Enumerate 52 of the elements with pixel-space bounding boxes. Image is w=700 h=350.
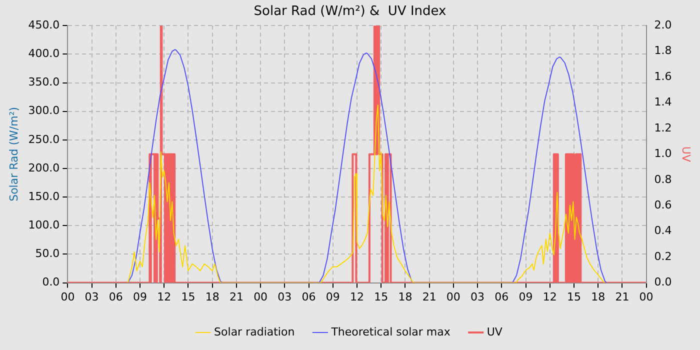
x-tick-label: 00 (639, 290, 654, 304)
x-tick-label: 06 (108, 290, 123, 304)
y2-tick-label: 1.2 (654, 121, 672, 134)
x-tick-label: 21 (422, 290, 436, 304)
x-tick-label: 15 (566, 290, 581, 304)
x-tick-label: 00 (254, 290, 268, 304)
y2-tick-label: 0.2 (654, 250, 672, 263)
legend-label: UV (486, 325, 503, 338)
y-tick-label: 350.0 (28, 76, 60, 89)
y-tick-label: 200.0 (28, 161, 60, 174)
y-tick-label: 250.0 (28, 132, 60, 146)
y-tick-label: 400.0 (28, 47, 60, 60)
y2-tick-label: 2.0 (654, 18, 672, 32)
x-tick-label: 09 (518, 290, 533, 304)
y2-tick-label: 0.8 (654, 172, 672, 186)
x-tick-label: 06 (494, 290, 509, 304)
y-axis-title: Solar Rad (W/m²) (7, 106, 20, 202)
x-tick-label: 18 (398, 290, 412, 304)
x-tick-label: 12 (542, 290, 557, 304)
y-tick-label: 150.0 (28, 190, 60, 203)
y2-tick-label: 0.6 (654, 198, 672, 212)
x-tick-label: 00 (60, 290, 75, 304)
y-tick-label: 100.0 (28, 218, 60, 232)
y2-tick-label: 1.8 (654, 44, 672, 58)
x-tick-label: 21 (229, 290, 244, 304)
x-tick-label: 12 (157, 290, 172, 304)
legend-label: Solar radiation (214, 325, 295, 338)
y2-tick-label: 1.6 (654, 70, 672, 83)
y2-tick-label: 1.0 (654, 147, 672, 160)
legend-label: Theoretical solar max (330, 325, 451, 338)
x-tick-label: 18 (205, 290, 220, 304)
y-tick-label: 450.0 (28, 18, 60, 32)
x-tick-label: 03 (84, 290, 99, 304)
x-tick-label: 00 (446, 290, 460, 304)
chart-title: Solar Rad (W/m²) & UV Index (254, 4, 447, 20)
x-tick-label: 21 (615, 290, 630, 304)
x-tick-label: 09 (133, 290, 148, 304)
x-tick-label: 03 (470, 290, 485, 304)
y2-tick-label: 0.0 (654, 276, 672, 289)
y-tick-label: 0.0 (42, 276, 60, 289)
x-tick-label: 12 (350, 290, 364, 304)
y2-axis-title: UV (680, 146, 693, 162)
x-tick-label: 03 (278, 290, 292, 304)
y2-tick-label: 1.4 (654, 96, 672, 109)
x-tick-label: 15 (374, 290, 388, 304)
x-tick-label: 18 (591, 290, 606, 304)
x-tick-label: 06 (302, 290, 316, 304)
y2-tick-label: 0.4 (654, 224, 672, 238)
y-tick-label: 300.0 (28, 104, 60, 118)
x-tick-label: 09 (326, 290, 340, 304)
x-tick-label: 15 (181, 290, 196, 304)
y-tick-label: 50.0 (35, 247, 60, 260)
